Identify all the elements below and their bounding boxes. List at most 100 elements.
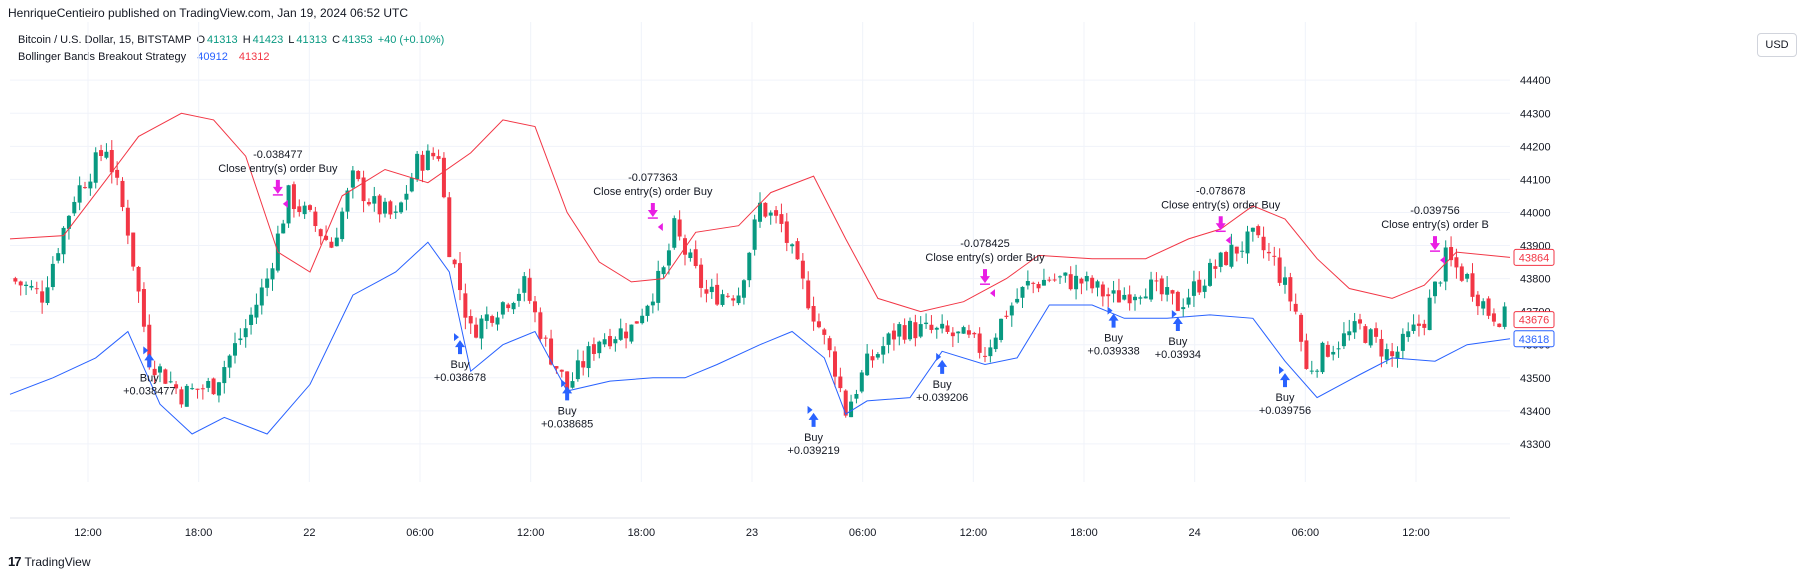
candle-body	[543, 337, 548, 339]
candle-body	[1106, 294, 1111, 297]
candle-body	[645, 305, 650, 316]
candle-body	[768, 212, 773, 216]
entry-triangle-icon	[1171, 309, 1177, 318]
candle-body	[1234, 246, 1239, 254]
candle-body	[1165, 287, 1170, 295]
candle-body	[1058, 276, 1062, 278]
y-tick-label: 43300	[1520, 439, 1551, 451]
candle-body	[1116, 290, 1121, 303]
sell-arrow-icon	[1215, 216, 1226, 231]
candle-body	[977, 333, 982, 353]
y-tick-label: 43400	[1520, 406, 1551, 418]
candle-body	[1224, 251, 1229, 266]
candle-body	[420, 154, 425, 171]
candle-body	[324, 235, 329, 240]
candle-body	[800, 260, 805, 279]
candle-body	[924, 322, 929, 325]
candle-body	[302, 205, 307, 215]
candle-body	[254, 304, 259, 318]
candle-body	[93, 152, 98, 183]
candle-body	[1229, 244, 1234, 267]
candle-body	[200, 388, 205, 390]
candle-body	[350, 170, 355, 188]
price-label-upper_band: 43864	[1519, 252, 1550, 264]
low-value: 41313	[296, 34, 328, 46]
candle-body	[1122, 294, 1127, 300]
indicator-name[interactable]: Bollinger Bands Breakout Strategy	[18, 51, 187, 63]
candle-body	[511, 302, 516, 310]
candle-body	[163, 369, 168, 384]
candle-body	[168, 381, 173, 383]
candle-body	[1256, 226, 1261, 236]
candle-body	[479, 318, 484, 339]
candle-body	[1127, 294, 1132, 304]
candle-body	[859, 372, 864, 392]
candle-body	[1368, 329, 1373, 346]
candle-body	[158, 366, 162, 373]
candle-body	[383, 201, 387, 214]
candle-body	[634, 321, 639, 324]
candle-body	[425, 150, 430, 171]
lower-band-line	[9, 241, 1511, 435]
exit-triangle-icon	[990, 289, 995, 298]
currency-button[interactable]: USD	[1757, 33, 1797, 57]
price-label-lower_band: 43618	[1519, 334, 1550, 346]
close-label: C	[332, 34, 341, 46]
candle-body	[1025, 281, 1030, 286]
entry-triangle-icon	[561, 379, 567, 388]
footer-brand[interactable]: 17 TradingView	[8, 554, 91, 569]
low-label: L	[288, 34, 295, 46]
candle-body	[291, 184, 296, 210]
candle-body	[1079, 278, 1084, 284]
candle-body	[377, 195, 382, 215]
close-label: Close entry(s) order Buy	[593, 186, 713, 198]
exit-triangle-icon	[1225, 236, 1231, 245]
candle-body	[147, 324, 152, 367]
candle-body	[538, 312, 543, 339]
candle-body	[1063, 272, 1068, 276]
publisher-line: HenriqueCentieiro published on TradingVi…	[8, 6, 409, 20]
x-tick-label: 06:00	[406, 527, 434, 539]
candle-body	[1358, 319, 1362, 324]
x-tick-label: 06:00	[1292, 527, 1320, 539]
candle-body	[1272, 255, 1277, 257]
candle-body	[249, 314, 254, 325]
entry-triangle-icon	[807, 405, 813, 414]
candle-body	[1390, 351, 1395, 357]
candle-body	[179, 389, 184, 405]
candle-body	[1491, 313, 1496, 322]
candle-body	[1100, 284, 1105, 297]
candle-body	[409, 178, 414, 192]
candle-body	[174, 384, 179, 389]
buy-amount: +0.039756	[1259, 405, 1311, 417]
buy-arrow-icon	[808, 412, 819, 427]
candle-body	[784, 221, 789, 243]
candle-body	[1266, 251, 1271, 254]
candle-body	[1336, 348, 1341, 350]
candle-body	[581, 361, 586, 368]
candle-body	[109, 150, 114, 173]
x-tick-label: 12:00	[74, 527, 102, 539]
buy-label: Buy	[933, 379, 952, 391]
candle-body	[18, 281, 23, 286]
candle-body	[870, 356, 875, 361]
candle-body	[243, 328, 248, 338]
buy-amount: +0.03934	[1155, 349, 1201, 361]
entry-triangle-icon	[143, 346, 149, 355]
candle-body	[945, 325, 950, 332]
candle-body	[1363, 326, 1368, 343]
candle-body	[1320, 342, 1325, 373]
close-amount: -0.039756	[1410, 205, 1460, 217]
indicator-legend: Bollinger Bands Breakout Strategy 40912 …	[18, 51, 271, 63]
candle-body	[340, 211, 345, 240]
x-tick-label: 12:00	[960, 527, 988, 539]
candle-body	[522, 276, 527, 293]
candle-body	[50, 263, 55, 288]
symbol-name[interactable]: Bitcoin / U.S. Dollar, 15, BITSTAMP	[18, 34, 192, 46]
sell-arrow-icon	[980, 269, 990, 284]
candle-body	[709, 286, 714, 293]
candle-body	[683, 238, 687, 255]
candle-body	[1245, 231, 1250, 254]
candle-body	[1288, 277, 1293, 302]
